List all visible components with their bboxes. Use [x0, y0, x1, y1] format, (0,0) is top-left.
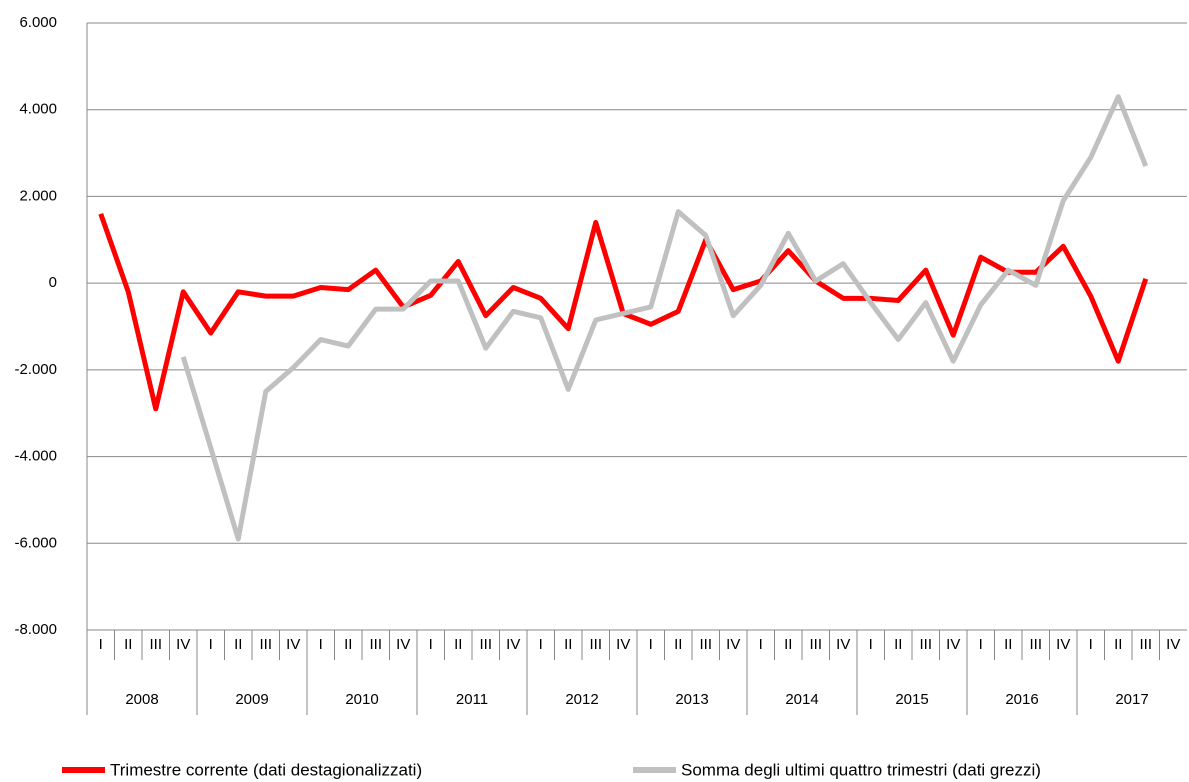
series-line	[180, 94, 1149, 542]
legend-label: Trimestre corrente (dati destagionalizza…	[110, 760, 422, 779]
x-tick-label: III	[589, 636, 602, 653]
x-tick-label: II	[454, 636, 462, 653]
year-label: 2017	[1115, 691, 1148, 708]
year-label: 2013	[675, 691, 708, 708]
year-label: 2014	[785, 691, 818, 708]
x-tick-label: II	[784, 636, 792, 653]
year-label: 2015	[895, 691, 928, 708]
y-tick-label: -4.000	[14, 448, 57, 465]
year-label: 2012	[565, 691, 598, 708]
x-tick-label: II	[344, 636, 352, 653]
x-tick-label: I	[649, 636, 653, 653]
x-tick-label: II	[124, 636, 132, 653]
year-label: 2016	[1005, 691, 1038, 708]
x-tick-label: II	[1004, 636, 1012, 653]
x-tick-label: III	[699, 636, 712, 653]
year-label: 2011	[456, 691, 488, 708]
x-tick-label: I	[759, 636, 763, 653]
y-tick-label: 4.000	[19, 101, 57, 118]
x-tick-label: IV	[616, 636, 630, 653]
y-tick-label: 0	[49, 274, 57, 291]
x-tick-label: IV	[396, 636, 410, 653]
x-tick-label: IV	[726, 636, 740, 653]
x-tick-label: IV	[946, 636, 960, 653]
x-tick-label: I	[429, 636, 433, 653]
x-tick-label: III	[259, 636, 272, 653]
x-tick-label: II	[564, 636, 572, 653]
y-tick-label: -8.000	[14, 621, 57, 638]
y-tick-label: -6.000	[14, 534, 57, 551]
x-tick-label: I	[1089, 636, 1093, 653]
x-tick-label: IV	[286, 636, 300, 653]
legend-label: Somma degli ultimi quattro trimestri (da…	[681, 760, 1041, 779]
y-tick-label: 2.000	[19, 187, 57, 204]
x-tick-label: III	[149, 636, 162, 653]
x-tick-label: III	[809, 636, 822, 653]
x-tick-label: II	[674, 636, 682, 653]
x-tick-label: IV	[176, 636, 190, 653]
x-tick-label: I	[869, 636, 873, 653]
x-tick-label: III	[479, 636, 492, 653]
year-label: 2009	[235, 691, 268, 708]
x-tick-label: I	[209, 636, 213, 653]
x-tick-label: IV	[836, 636, 850, 653]
x-tick-label: I	[319, 636, 323, 653]
x-tick-label: IV	[1056, 636, 1070, 653]
year-label: 2008	[125, 691, 158, 708]
x-tick-label: IV	[506, 636, 520, 653]
y-tick-label: -2.000	[14, 361, 57, 378]
x-tick-label: I	[539, 636, 543, 653]
x-tick-label: I	[979, 636, 983, 653]
x-tick-label: II	[894, 636, 902, 653]
x-tick-label: IV	[1166, 636, 1180, 653]
year-label: 2010	[345, 691, 378, 708]
x-tick-label: III	[1139, 636, 1152, 653]
x-tick-label: III	[369, 636, 382, 653]
x-tick-label: II	[234, 636, 242, 653]
x-tick-label: III	[919, 636, 932, 653]
x-tick-label: I	[99, 636, 103, 653]
y-tick-label: 6.000	[19, 14, 57, 31]
x-tick-label: III	[1029, 636, 1042, 653]
x-tick-label: II	[1114, 636, 1122, 653]
